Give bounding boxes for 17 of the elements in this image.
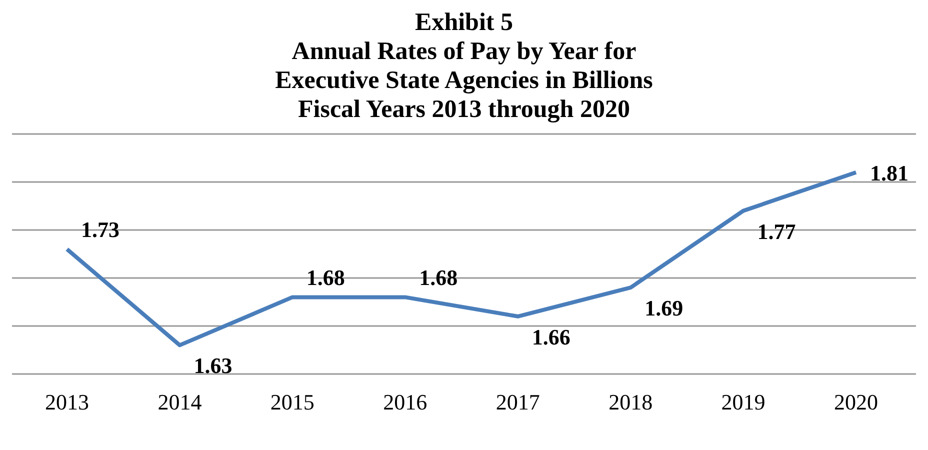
data-label: 1.73 xyxy=(81,217,120,242)
data-label: 1.66 xyxy=(532,324,570,350)
x-tick-label: 2018 xyxy=(608,390,653,415)
x-tick-label: 2019 xyxy=(721,390,766,415)
data-label: 1.63 xyxy=(194,353,232,378)
data-label: 1.68 xyxy=(419,265,458,290)
x-tick-label: 2016 xyxy=(383,390,428,415)
x-tick-label: 2014 xyxy=(158,390,202,415)
chart-title: Exhibit 5 Annual Rates of Pay by Year for Executive State Agencies in Billions Fiscal Years 2013 through 2020 xyxy=(274,8,654,124)
data-label: 1.68 xyxy=(306,265,345,290)
x-tick-label: 2015 xyxy=(270,390,314,415)
data-label: 1.77 xyxy=(757,218,796,244)
x-tick-label: 2013 xyxy=(45,390,89,415)
data-label: 1.81 xyxy=(870,160,908,186)
data-label: 1.69 xyxy=(644,296,684,321)
x-tick-label: 2020 xyxy=(834,390,878,415)
x-tick-label: 2017 xyxy=(496,390,540,415)
